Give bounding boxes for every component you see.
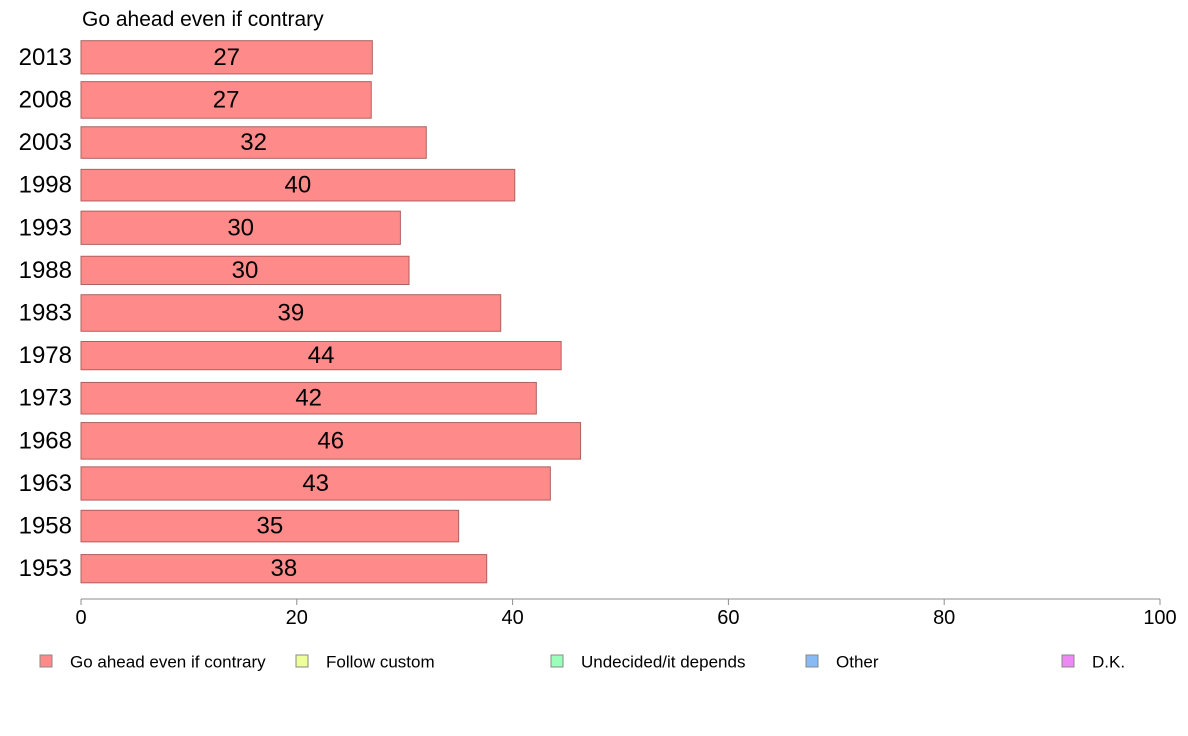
bar-value-label: 32 [240, 129, 267, 156]
bar-value-label: 46 [317, 427, 344, 454]
bar-1978 [80, 340, 562, 371]
legend-label: D.K. [1092, 653, 1125, 672]
category-label: 1963 [19, 470, 72, 497]
category-label: 1978 [19, 342, 72, 369]
bar-1993 [80, 210, 401, 245]
bar-value-label: 43 [302, 470, 329, 497]
bar-1998 [80, 168, 516, 202]
category-label: 1988 [19, 257, 72, 284]
category-label: 2008 [19, 86, 72, 113]
bar-value-label: 30 [232, 257, 259, 284]
legend-swatch [295, 654, 309, 668]
bar-value-label: 30 [227, 214, 254, 241]
bar-value-label: 42 [295, 385, 322, 412]
bar-1973 [80, 381, 537, 415]
legend-label: Follow custom [326, 653, 435, 672]
bar-value-label: 44 [308, 342, 335, 369]
x-tick-label: 40 [501, 607, 523, 629]
bar-value-label: 39 [278, 300, 305, 327]
x-tick-label: 100 [1143, 607, 1176, 629]
bar-1958 [80, 509, 460, 543]
bar-value-label: 40 [285, 172, 312, 199]
legend: Go ahead even if contrary Follow custom Un… [39, 653, 1125, 672]
legend-swatch [39, 654, 53, 668]
bar-2003 [80, 126, 427, 159]
series-title: Go ahead even if contrary [82, 8, 324, 31]
bar-1988 [80, 255, 410, 286]
x-axis: 0 20 40 60 80 100 [75, 598, 1177, 629]
bar-2013 [80, 40, 373, 75]
bar-value-label: 38 [271, 555, 298, 582]
category-label: 1993 [19, 214, 72, 241]
legend-label: Other [836, 653, 879, 672]
bar-value-label: 35 [256, 513, 283, 540]
bar-value-label: 27 [213, 86, 240, 113]
x-tick-label: 60 [717, 607, 739, 629]
bar-1983 [80, 294, 502, 332]
category-label: 1973 [19, 385, 72, 412]
bar-1953 [80, 554, 488, 584]
category-label: 1953 [19, 555, 72, 582]
category-label: 1983 [19, 300, 72, 327]
category-label: 1958 [19, 513, 72, 540]
x-tick-label: 0 [75, 607, 86, 629]
bar-1963 [80, 466, 551, 501]
bar-1968 [80, 422, 582, 460]
legend-swatch [550, 654, 564, 668]
category-label: 2003 [19, 129, 72, 156]
legend-swatch [1061, 654, 1075, 668]
category-label: 1968 [19, 427, 72, 454]
bar-2008 [80, 81, 372, 119]
legend-swatch [805, 654, 819, 668]
legend-label: Undecided/it depends [581, 653, 745, 672]
category-label: 1998 [19, 172, 72, 199]
legend-label: Go ahead even if contrary [70, 653, 266, 672]
x-tick-label: 80 [933, 607, 955, 629]
x-tick-label: 20 [286, 607, 308, 629]
bar-value-label: 27 [213, 44, 240, 71]
bars-group: 27 2013 27 2008 32 2003 40 1998 30 1993 30 1988 39 19… [19, 40, 582, 584]
category-label: 2013 [19, 44, 72, 71]
